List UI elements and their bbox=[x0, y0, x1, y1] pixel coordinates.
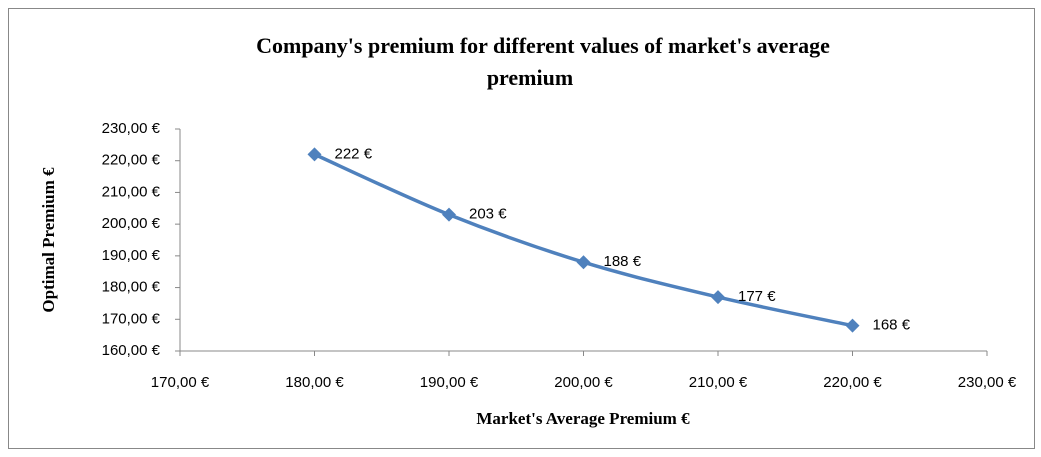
data-label: 168 € bbox=[873, 317, 911, 334]
x-tick-label: 210,00 € bbox=[689, 374, 748, 391]
y-tick-label: 200,00 € bbox=[102, 215, 161, 232]
y-tick-label: 180,00 € bbox=[102, 279, 161, 296]
x-tick-label: 190,00 € bbox=[420, 374, 479, 391]
x-tick-label: 180,00 € bbox=[285, 374, 344, 391]
x-tick-label: 230,00 € bbox=[958, 374, 1017, 391]
marker bbox=[845, 318, 860, 333]
marker bbox=[307, 147, 322, 162]
y-tick-label: 190,00 € bbox=[102, 247, 161, 264]
x-tick-label: 200,00 € bbox=[554, 374, 613, 391]
data-label: 203 € bbox=[469, 206, 507, 223]
marker bbox=[442, 207, 456, 222]
marker bbox=[711, 290, 725, 305]
y-tick-label: 160,00 € bbox=[102, 342, 161, 359]
data-label: 177 € bbox=[738, 288, 776, 305]
data-label: 222 € bbox=[335, 145, 373, 162]
marker bbox=[576, 255, 591, 270]
y-tick-label: 210,00 € bbox=[102, 183, 161, 200]
y-tick-label: 220,00 € bbox=[102, 152, 161, 169]
y-tick-label: 170,00 € bbox=[102, 310, 161, 327]
x-tick-label: 170,00 € bbox=[151, 374, 210, 391]
y-tick-label: 230,00 € bbox=[102, 120, 161, 137]
chart-title: premium bbox=[487, 65, 573, 90]
chart-title: Company's premium for different values o… bbox=[256, 33, 830, 58]
x-axis-label: Market's Average Premium € bbox=[476, 409, 690, 428]
x-tick-label: 220,00 € bbox=[823, 374, 882, 391]
data-label: 188 € bbox=[604, 253, 642, 270]
y-axis-label: Optimal Premium € bbox=[39, 167, 58, 313]
